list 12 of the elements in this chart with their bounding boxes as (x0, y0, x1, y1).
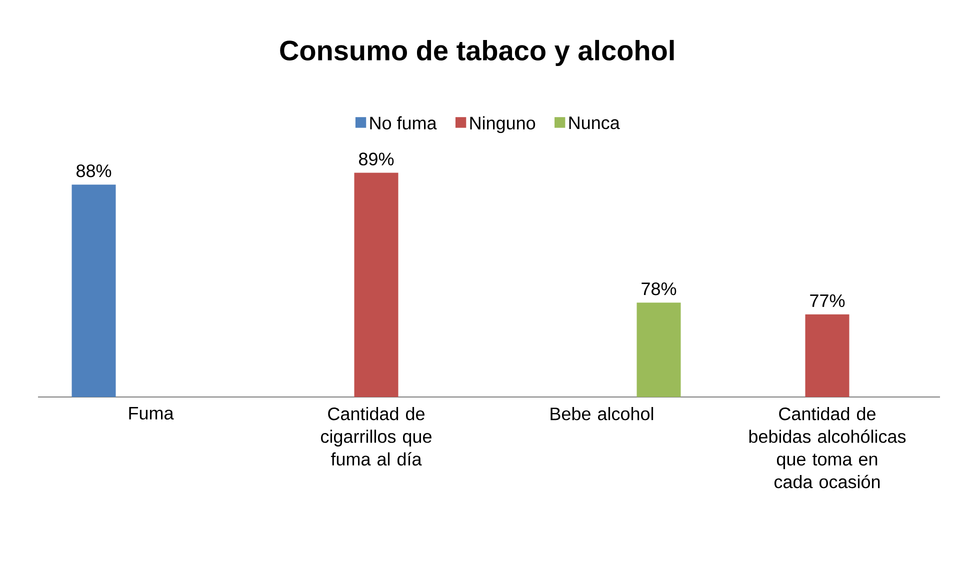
data-label: 78% (642, 282, 676, 296)
data-label: 89% (359, 152, 394, 166)
x-tick-label: Cantidad de bebidas alcohólicas que toma en cada ocasión (749, 407, 906, 488)
data-label: 77% (810, 294, 845, 308)
legend-label: Nunca (569, 116, 620, 130)
data-label: 88% (76, 164, 112, 178)
legend-label: No fuma (370, 116, 437, 130)
legend-label: Ninguno (470, 116, 536, 134)
x-tick-label: Fuma (129, 407, 174, 420)
chart-title: Consumo de tabaco y alcohol (280, 40, 674, 66)
x-tick-label: Bebe alcohol (550, 407, 654, 420)
x-tick-label: Cantidad de cigarrillos que fuma al día (321, 407, 432, 466)
